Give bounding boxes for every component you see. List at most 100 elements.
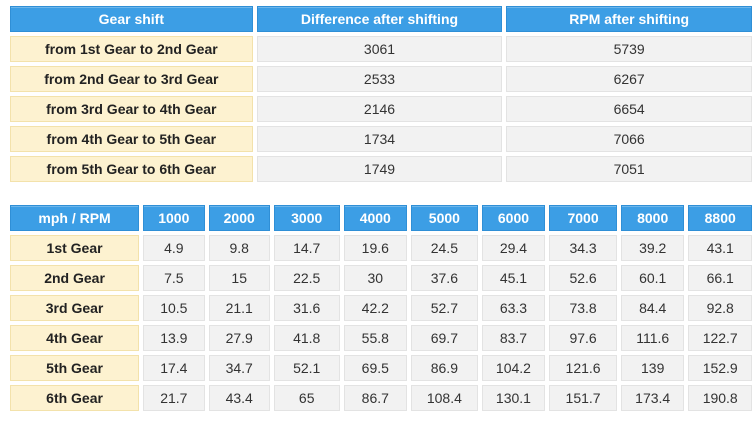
speed-per-rpm-table: mph / RPM 1000 2000 3000 4000 5000 6000 … [6, 201, 755, 415]
header-rpm-column: 8000 [620, 205, 685, 231]
speed-cell: 27.9 [208, 325, 270, 351]
speed-cell: 151.7 [549, 385, 617, 411]
speed-cell: 21.7 [143, 385, 205, 411]
speed-cell: 19.6 [343, 235, 408, 261]
speed-cell: 34.3 [549, 235, 617, 261]
table-row: from 3rd Gear to 4th Gear 2146 6654 [10, 96, 752, 122]
speed-cell: 73.8 [549, 295, 617, 321]
speed-cell: 9.8 [208, 235, 270, 261]
table-row: 2nd Gear 7.5 15 22.5 30 37.6 45.1 52.6 6… [10, 265, 752, 291]
table-row: 1st Gear 4.9 9.8 14.7 19.6 24.5 29.4 34.… [10, 235, 752, 261]
shift-difference: 1749 [256, 156, 503, 182]
shift-difference: 1734 [256, 126, 503, 152]
speed-cell: 29.4 [481, 235, 546, 261]
shift-header-row: Gear shift Difference after shifting RPM… [10, 6, 752, 32]
speed-cell: 13.9 [143, 325, 205, 351]
shift-label: from 5th Gear to 6th Gear [10, 156, 253, 182]
table-row: from 4th Gear to 5th Gear 1734 7066 [10, 126, 752, 152]
gear-label: 3rd Gear [10, 295, 140, 321]
speed-cell: 66.1 [688, 265, 752, 291]
speed-cell: 152.9 [688, 355, 752, 381]
header-mph-rpm: mph / RPM [10, 205, 140, 231]
header-difference: Difference after shifting [256, 6, 503, 32]
header-rpm-column: 5000 [411, 205, 478, 231]
speed-cell: 104.2 [481, 355, 546, 381]
speed-cell: 122.7 [688, 325, 752, 351]
header-rpm-column: 4000 [343, 205, 408, 231]
table-row: from 1st Gear to 2nd Gear 3061 5739 [10, 36, 752, 62]
shift-label: from 4th Gear to 5th Gear [10, 126, 253, 152]
speed-cell: 92.8 [688, 295, 752, 321]
speed-cell: 69.7 [411, 325, 478, 351]
speed-cell: 69.5 [343, 355, 408, 381]
table-row: 5th Gear 17.4 34.7 52.1 69.5 86.9 104.2 … [10, 355, 752, 381]
speed-cell: 39.2 [620, 235, 685, 261]
speed-cell: 24.5 [411, 235, 478, 261]
speed-cell: 10.5 [143, 295, 205, 321]
speed-cell: 63.3 [481, 295, 546, 321]
header-rpm-column: 2000 [208, 205, 270, 231]
speed-cell: 34.7 [208, 355, 270, 381]
speed-cell: 97.6 [549, 325, 617, 351]
speed-cell: 22.5 [273, 265, 340, 291]
gear-label: 5th Gear [10, 355, 140, 381]
header-rpm-column: 1000 [143, 205, 205, 231]
header-gear-shift: Gear shift [10, 6, 253, 32]
speed-cell: 43.4 [208, 385, 270, 411]
shift-rpm: 5739 [506, 36, 752, 62]
header-rpm-column: 7000 [549, 205, 617, 231]
speed-cell: 42.2 [343, 295, 408, 321]
table-row: 6th Gear 21.7 43.4 65 86.7 108.4 130.1 1… [10, 385, 752, 411]
speed-cell: 15 [208, 265, 270, 291]
speed-cell: 31.6 [273, 295, 340, 321]
speed-cell: 17.4 [143, 355, 205, 381]
speed-cell: 41.8 [273, 325, 340, 351]
gear-label: 6th Gear [10, 385, 140, 411]
speed-cell: 30 [343, 265, 408, 291]
shift-label: from 1st Gear to 2nd Gear [10, 36, 253, 62]
shift-rpm: 6654 [506, 96, 752, 122]
speed-cell: 60.1 [620, 265, 685, 291]
speed-cell: 86.9 [411, 355, 478, 381]
table-row: from 2nd Gear to 3rd Gear 2533 6267 [10, 66, 752, 92]
table-row: 4th Gear 13.9 27.9 41.8 55.8 69.7 83.7 9… [10, 325, 752, 351]
speed-header-row: mph / RPM 1000 2000 3000 4000 5000 6000 … [10, 205, 752, 231]
speed-cell: 52.1 [273, 355, 340, 381]
speed-cell: 55.8 [343, 325, 408, 351]
speed-cell: 4.9 [143, 235, 205, 261]
header-rpm-column: 6000 [481, 205, 546, 231]
shift-label: from 2nd Gear to 3rd Gear [10, 66, 253, 92]
shift-difference: 3061 [256, 36, 503, 62]
gear-label: 2nd Gear [10, 265, 140, 291]
header-rpm-column: 3000 [273, 205, 340, 231]
header-rpm-after: RPM after shifting [506, 6, 752, 32]
speed-cell: 108.4 [411, 385, 478, 411]
gear-label: 4th Gear [10, 325, 140, 351]
speed-cell: 21.1 [208, 295, 270, 321]
speed-cell: 130.1 [481, 385, 546, 411]
speed-cell: 83.7 [481, 325, 546, 351]
speed-cell: 52.7 [411, 295, 478, 321]
speed-cell: 173.4 [620, 385, 685, 411]
speed-cell: 121.6 [549, 355, 617, 381]
speed-cell: 7.5 [143, 265, 205, 291]
gear-label: 1st Gear [10, 235, 140, 261]
shift-rpm: 7051 [506, 156, 752, 182]
speed-cell: 65 [273, 385, 340, 411]
speed-cell: 84.4 [620, 295, 685, 321]
speed-cell: 43.1 [688, 235, 752, 261]
speed-cell: 37.6 [411, 265, 478, 291]
shift-rpm: 6267 [506, 66, 752, 92]
speed-cell: 45.1 [481, 265, 546, 291]
header-rpm-column: 8800 [688, 205, 752, 231]
shift-rpm: 7066 [506, 126, 752, 152]
table-row: 3rd Gear 10.5 21.1 31.6 42.2 52.7 63.3 7… [10, 295, 752, 321]
shift-difference: 2533 [256, 66, 503, 92]
speed-cell: 14.7 [273, 235, 340, 261]
speed-cell: 52.6 [549, 265, 617, 291]
table-row: from 5th Gear to 6th Gear 1749 7051 [10, 156, 752, 182]
shift-label: from 3rd Gear to 4th Gear [10, 96, 253, 122]
speed-cell: 139 [620, 355, 685, 381]
speed-cell: 86.7 [343, 385, 408, 411]
shift-difference: 2146 [256, 96, 503, 122]
